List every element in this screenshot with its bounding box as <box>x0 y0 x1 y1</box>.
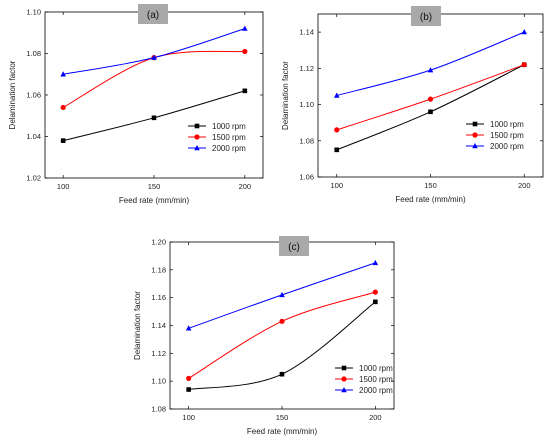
data-point <box>334 127 340 133</box>
legend-label: 1000 rpm <box>212 122 246 131</box>
panel-tag <box>411 6 441 26</box>
series-line <box>336 31 525 96</box>
y-tick-label: 1.16 <box>151 293 166 302</box>
data-point <box>186 375 192 381</box>
legend-label: 2000 rpm <box>212 144 246 153</box>
data-point <box>427 67 434 73</box>
data-point <box>242 25 248 31</box>
panel-tag-label: (b) <box>420 12 432 23</box>
chart-panel-1: 100 150 200 1.06 1.08 1.10 1.12 1.14 Feed rate (… <box>281 6 544 204</box>
y-tick-label: 1.02 <box>26 174 41 183</box>
y-tick-label: 1.10 <box>26 8 41 17</box>
y-tick-label: 1.08 <box>151 405 166 414</box>
data-point <box>242 48 248 55</box>
legend-label: 1500 rpm <box>212 133 246 142</box>
data-point <box>333 92 340 98</box>
y-tick-label: 1.06 <box>26 91 41 100</box>
legend-marker <box>194 134 200 140</box>
chart-panel-0: 100 150 200 1.02 1.04 1.06 1.08 1.10 Feed rate (… <box>8 4 264 205</box>
data-point <box>60 104 66 111</box>
data-point <box>334 147 340 153</box>
x-tick-label: 200 <box>239 182 252 191</box>
y-tick-label: 1.14 <box>299 28 314 37</box>
x-tick-label: 200 <box>369 413 382 422</box>
legend-label: 1000 rpm <box>359 364 393 373</box>
y-tick-label: 1.08 <box>299 136 314 145</box>
legend-marker <box>341 376 347 382</box>
data-point <box>428 109 433 115</box>
x-tick-label: 200 <box>518 181 531 190</box>
y-tick-label: 1.20 <box>151 238 166 247</box>
legend-label: 1500 rpm <box>490 131 524 140</box>
data-point <box>279 291 285 298</box>
x-tick-label: 150 <box>424 181 437 190</box>
data-point <box>372 259 379 266</box>
data-point <box>279 371 285 377</box>
y-tick-label: 1.10 <box>299 100 314 109</box>
data-point <box>151 115 157 121</box>
panel-tag-label: (a) <box>147 10 159 21</box>
data-point <box>373 299 378 305</box>
legend-label: 1500 rpm <box>359 375 393 384</box>
legend-marker <box>472 132 478 138</box>
y-tick-label: 1.12 <box>151 349 166 358</box>
legend-marker <box>341 387 347 393</box>
legend-marker <box>472 121 478 127</box>
y-tick-label: 1.12 <box>299 64 314 73</box>
data-point <box>60 71 66 77</box>
legend-marker <box>194 123 200 129</box>
x-tick-label: 150 <box>276 413 289 422</box>
data-point <box>151 54 157 60</box>
panel-tag <box>138 4 168 24</box>
data-point <box>186 387 191 392</box>
y-axis-title: Delamination factor <box>281 61 290 130</box>
y-tick-label: 1.06 <box>299 173 314 182</box>
y-tick-label: 1.14 <box>151 321 166 330</box>
legend-marker <box>472 143 478 149</box>
x-tick-label: 150 <box>148 182 161 191</box>
legend-marker <box>341 365 347 371</box>
data-point <box>521 62 527 68</box>
data-point <box>521 29 528 35</box>
series-line <box>188 291 376 379</box>
y-axis-title: Delamination factor <box>8 60 17 129</box>
data-point <box>60 138 66 143</box>
y-tick-label: 1.10 <box>151 377 166 386</box>
legend-marker <box>194 145 200 151</box>
data-point <box>372 289 378 295</box>
y-axis-title: Delamination factor <box>133 291 142 360</box>
x-tick-label: 100 <box>330 181 343 190</box>
panel-tag-label: (c) <box>288 242 300 253</box>
x-axis-title: Feed rate (mm/min) <box>395 195 466 204</box>
legend-label: 2000 rpm <box>359 386 393 395</box>
data-point <box>185 325 192 331</box>
chart-panel-2: 100 150 200 1.08 1.10 1.12 1.14 1.16 1.18 1.20 Fee… <box>133 236 395 436</box>
x-axis-title: Feed rate (mm/min) <box>247 427 318 436</box>
legend-label: 2000 rpm <box>490 142 524 151</box>
legend-label: 1000 rpm <box>490 120 524 129</box>
data-point <box>242 88 248 94</box>
panel-tag <box>279 236 309 256</box>
x-axis-title: Feed rate (mm/min) <box>119 196 190 205</box>
data-point <box>427 96 434 102</box>
data-point <box>279 318 285 324</box>
x-tick-label: 100 <box>57 182 70 191</box>
y-tick-label: 1.08 <box>26 49 41 58</box>
x-tick-label: 100 <box>182 413 195 422</box>
y-tick-label: 1.18 <box>151 265 166 274</box>
y-tick-label: 1.04 <box>26 132 41 141</box>
